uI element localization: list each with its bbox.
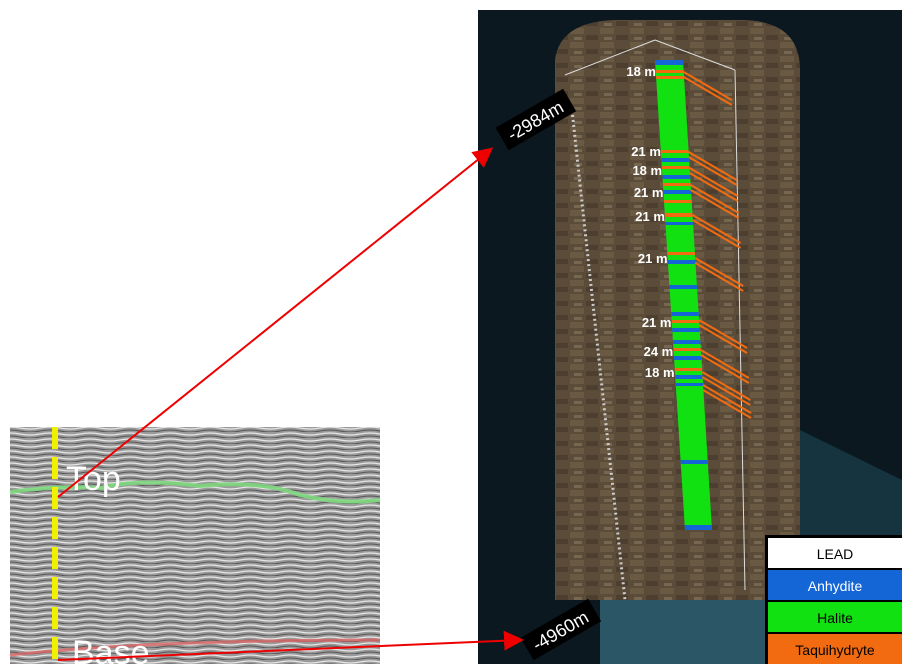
figure-canvas: -2984m -4960m 18 m21 m18 m21 m21 m21 m21…	[0, 0, 902, 664]
thickness-label: 21 m	[635, 209, 665, 224]
thickness-label: 24 m	[644, 344, 674, 359]
thickness-label: 18 m	[626, 64, 656, 79]
thickness-label: 21 m	[631, 144, 661, 159]
legend: LEAD Anhydite Halite Taquihydryte	[765, 535, 902, 664]
thickness-label: 18 m	[645, 365, 675, 380]
thickness-label: 21 m	[638, 251, 668, 266]
top-label: Top	[66, 460, 121, 498]
figure: -2984m -4960m 18 m21 m18 m21 m21 m21 m21…	[0, 0, 902, 664]
thickness-label: 21 m	[634, 185, 664, 200]
legend-item: Taquihydryte	[795, 642, 875, 658]
thickness-label: 21 m	[642, 315, 672, 330]
legend-item: Halite	[817, 610, 853, 626]
legend-item: Anhydite	[808, 578, 863, 594]
thickness-label: 18 m	[632, 163, 662, 178]
legend-item: LEAD	[817, 546, 854, 562]
